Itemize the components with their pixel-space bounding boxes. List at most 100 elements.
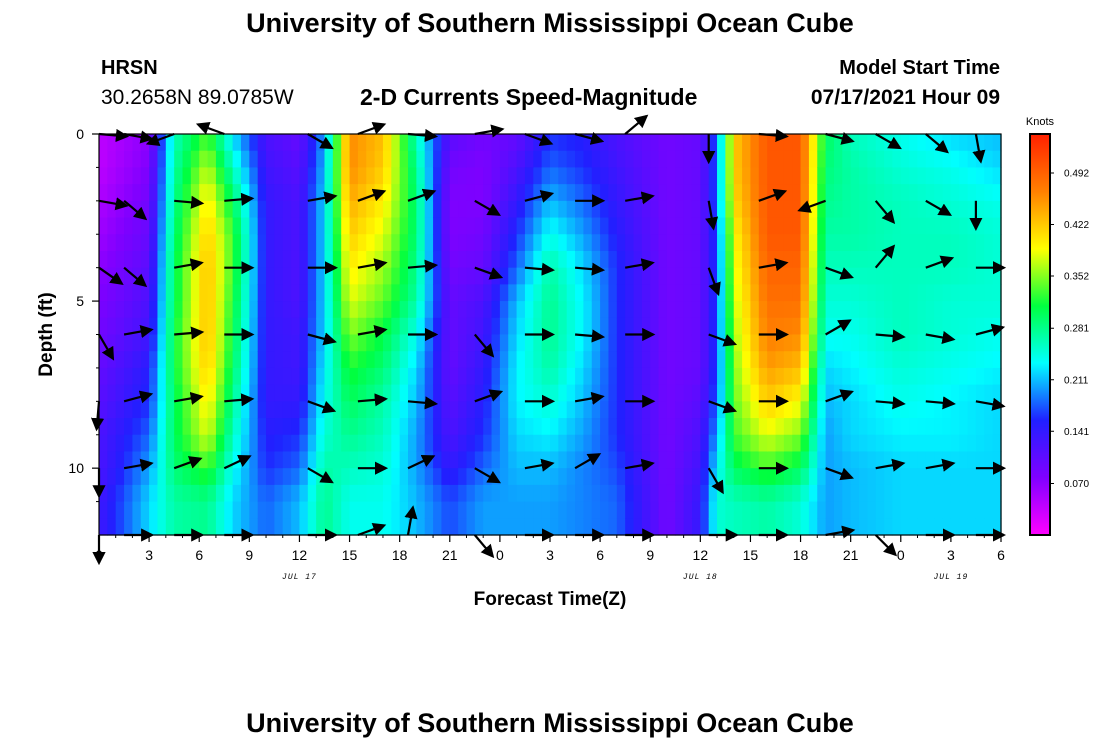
heatmap-cell [733,451,743,469]
heatmap-cell [224,134,234,152]
heatmap-cell [975,134,985,152]
current-vector [174,391,204,405]
heatmap-cell [99,317,108,336]
heatmap-cell [274,468,284,486]
heatmap-cell [391,184,401,202]
heatmap-cell [650,317,660,336]
heatmap-cell [341,367,351,386]
heatmap-cell [483,351,493,369]
heatmap-cell [967,401,977,419]
heatmap-cell [833,301,843,319]
heatmap-cell [641,518,651,536]
heatmap-cell [508,401,518,419]
heatmap-cell [742,250,752,269]
heatmap-cell [859,351,868,369]
heatmap-cell [349,418,359,436]
heatmap-cell [892,301,902,319]
heatmap-cell [884,451,894,469]
heatmap-cell [483,384,493,402]
heatmap-cell [884,434,894,453]
heatmap-cell [925,317,935,336]
heatmap-cell [691,484,701,503]
heatmap-cell [675,284,685,302]
heatmap-cell [474,401,484,419]
heatmap-cell [675,351,685,369]
heatmap-cell [875,317,885,336]
heatmap-cell [274,367,284,386]
heatmap-cell [900,234,910,252]
heatmap-cell [633,484,643,503]
heatmap-cell [733,284,743,302]
heatmap-cell [399,150,409,169]
heatmap-cell [533,468,543,486]
heatmap-cell [875,484,885,503]
heatmap-cell [249,150,259,169]
heatmap-cell [274,167,284,185]
heatmap-cell [491,451,501,469]
heatmap-cell [366,317,376,336]
heatmap-cell [307,267,317,285]
heatmap-cell [808,167,818,185]
heatmap-cell [483,284,493,302]
heatmap-cell [157,200,167,219]
heatmap-cell [934,401,944,419]
heatmap-cell [884,284,894,302]
heatmap-cell [700,284,710,302]
heatmap-cell [107,234,117,252]
heatmap-cell [399,367,409,386]
heatmap-cell [374,200,384,219]
heatmap-cell [800,351,810,369]
heatmap-cell [650,351,660,369]
heatmap-cell [441,334,451,352]
heatmap-cell [524,334,534,352]
current-vector [195,121,225,136]
heatmap-cell [499,501,509,519]
heatmap-cell [608,484,618,503]
heatmap-cell [583,501,593,519]
heatmap-cell [633,334,643,352]
heatmap-cell [240,150,250,169]
heatmap-cell [875,217,885,235]
heatmap-cell [374,351,384,369]
heatmap-cell [867,484,877,503]
heatmap-cell [541,367,551,386]
heatmap-cell [825,167,835,185]
heatmap-cell [625,351,635,369]
heatmap-cell [950,217,960,235]
heatmap-cell [391,401,401,419]
heatmap-cell [575,301,585,319]
heatmap-cell [199,468,209,486]
heatmap-cell [291,250,301,269]
heatmap-cell [700,484,710,503]
heatmap-cell [967,184,977,202]
heatmap-cell [316,384,326,402]
heatmap-cell [967,384,977,402]
heatmap-cell [616,334,626,352]
heatmap-cell [508,384,518,402]
heatmap-cell [675,167,685,185]
heatmap-cell [499,468,509,486]
heatmap-cell [608,234,618,252]
heatmap-cell [474,284,484,302]
heatmap-cell [909,134,919,152]
heatmap-cell [558,234,568,252]
heatmap-cell [107,250,117,269]
heatmap-cell [675,234,685,252]
heatmap-cell [249,367,259,386]
heatmap-cell [917,150,927,169]
heatmap-cell [842,200,852,219]
heatmap-cell [925,501,935,519]
heatmap-cell [491,351,501,369]
heatmap-cell [909,200,919,219]
heatmap-cell [249,250,259,269]
heatmap-cell [575,451,585,469]
heatmap-cell [374,267,384,285]
heatmap-cell [140,150,150,169]
heatmap-cell [867,317,877,336]
heatmap-cell [174,401,184,419]
heatmap-cell [374,484,384,503]
heatmap-cell [458,301,468,319]
heatmap-cell [558,484,568,503]
heatmap-cell [115,484,125,503]
heatmap-cell [357,334,367,352]
